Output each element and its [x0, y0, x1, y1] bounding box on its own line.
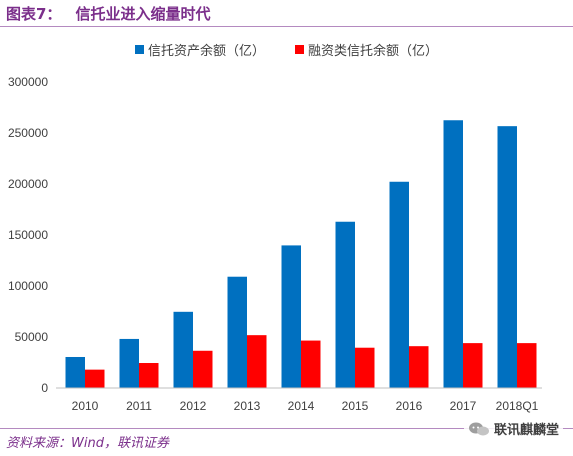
figure-title: 图表7： 信托业进入缩量时代	[6, 3, 210, 24]
x-tick-label: 2010	[72, 399, 99, 413]
bar-series-1	[281, 245, 301, 388]
x-tick-label: 2015	[342, 399, 369, 413]
y-tick-label: 100000	[8, 279, 48, 293]
bar-series-2	[85, 369, 105, 388]
bar-series-2	[463, 343, 483, 388]
y-tick-label: 200000	[8, 177, 48, 191]
legend-label-series-2: 融资类信托余额（亿）	[308, 44, 439, 59]
y-tick-label: 150000	[8, 228, 48, 242]
source-divider	[0, 428, 573, 429]
y-tick-label: 0	[41, 381, 48, 395]
x-tick-label: 2016	[396, 399, 423, 413]
bar-series-2	[247, 335, 267, 388]
bar-series-1	[227, 276, 247, 388]
bar-series-1	[497, 126, 517, 388]
legend-swatch-series-1	[134, 45, 144, 54]
bar-series-1	[335, 221, 355, 388]
bar-series-2	[193, 350, 213, 388]
legend-label-series-1: 信托资产余额（亿）	[147, 44, 265, 59]
source-note: 资料来源：Wind，联讯证券	[6, 436, 169, 451]
y-axis: 0 50000 100000 150000 200000 250000 300000	[8, 75, 48, 395]
y-tick-label: 50000	[15, 330, 49, 344]
x-tick-label: 2017	[450, 399, 477, 413]
bar-series-2	[301, 340, 321, 388]
watermark: 联讯麒麟堂	[463, 418, 563, 439]
legend-item-series-2: 融资类信托余额（亿）	[295, 40, 438, 59]
bar-series-1	[65, 356, 85, 388]
x-tick-label: 2018Q1	[496, 399, 539, 413]
x-tick-label: 2011	[126, 399, 152, 413]
bar-series-1	[443, 120, 463, 388]
x-tick-label: 2013	[234, 399, 261, 413]
watermark-text: 联讯麒麟堂	[493, 423, 559, 438]
bar-series-2	[355, 347, 375, 388]
bar-series-1	[173, 311, 193, 388]
figure-label: 图表7：	[6, 5, 62, 23]
bar-series-2	[517, 343, 537, 388]
bars-group	[65, 120, 537, 388]
figure-title-text: 信托业进入缩量时代	[75, 5, 211, 23]
bar-series-1	[389, 181, 409, 388]
title-divider	[0, 26, 573, 27]
x-tick-label: 2012	[180, 399, 207, 413]
bar-series-2	[409, 346, 429, 388]
bar-series-2	[139, 363, 159, 388]
x-tick-label: 2014	[288, 399, 315, 413]
y-tick-label: 300000	[8, 75, 48, 89]
legend-item-series-1: 信托资产余额（亿）	[134, 40, 265, 59]
bar-series-1	[119, 338, 139, 388]
chat-bubble-icon	[468, 422, 489, 435]
x-axis: 2010 2011 2012 2013 2014 2015 2016 2017 2018Q1	[72, 399, 539, 413]
y-tick-label: 250000	[8, 126, 48, 140]
chart-legend: 信托资产余额（亿） 融资类信托余额（亿）	[0, 40, 573, 59]
bar-chart: 0 50000 100000 150000 200000 250000 300000 201…	[8, 75, 542, 413]
legend-swatch-series-2	[295, 45, 304, 54]
